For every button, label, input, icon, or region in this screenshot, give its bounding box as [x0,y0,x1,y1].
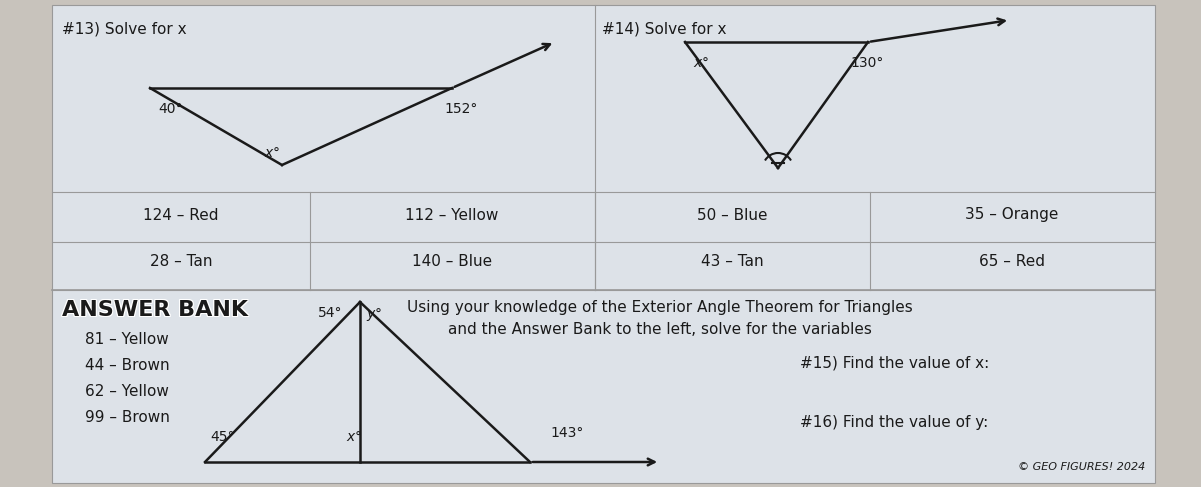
Text: #13) Solve for x: #13) Solve for x [62,22,186,37]
Text: #15) Find the value of x:: #15) Find the value of x: [800,355,990,370]
Text: $x°$: $x°$ [693,56,710,70]
Text: 50 – Blue: 50 – Blue [697,207,767,223]
Text: 62 – Yellow: 62 – Yellow [85,384,169,399]
Text: ANSWER BANK: ANSWER BANK [62,299,249,319]
Bar [52,290,1155,483]
Text: 28 – Tan: 28 – Tan [150,255,213,269]
Text: $x°$: $x°$ [264,146,280,160]
Text: ANSWER BANK: ANSWER BANK [62,301,249,321]
Text: 112 – Yellow: 112 – Yellow [405,207,498,223]
Text: 43 – Tan: 43 – Tan [700,255,764,269]
Text: ANSWER BANK: ANSWER BANK [62,300,247,320]
Text: Using your knowledge of the Exterior Angle Theorem for Triangles
and the Answer : Using your knowledge of the Exterior Ang… [407,300,913,337]
Text: 124 – Red: 124 – Red [143,207,219,223]
Text: 140 – Blue: 140 – Blue [412,255,492,269]
Text: 54°: 54° [318,306,342,320]
Text: 130°: 130° [850,56,884,70]
Text: $x°$: $x°$ [346,430,363,444]
Bar [52,5,1155,290]
Text: ANSWER BANK: ANSWER BANK [62,301,247,321]
Text: 81 – Yellow: 81 – Yellow [85,332,169,347]
Text: ANSWER BANK: ANSWER BANK [62,299,247,319]
Text: 44 – Brown: 44 – Brown [85,358,169,373]
Text: 99 – Brown: 99 – Brown [85,410,169,425]
Text: 143°: 143° [550,426,584,440]
Text: #16) Find the value of y:: #16) Find the value of y: [800,415,988,430]
Text: 40°: 40° [159,102,183,116]
Text: $y°$: $y°$ [366,306,382,323]
Text: ANSWER BANK: ANSWER BANK [62,300,249,320]
Text: 65 – Red: 65 – Red [979,255,1045,269]
Text: © GEO FIGURES! 2024: © GEO FIGURES! 2024 [1017,462,1145,472]
Text: #14) Solve for x: #14) Solve for x [602,22,727,37]
Text: ANSWER BANK: ANSWER BANK [61,301,247,321]
Text: 45°: 45° [210,430,234,444]
Text: ANSWER BANK: ANSWER BANK [61,300,247,320]
Text: ANSWER BANK: ANSWER BANK [61,299,247,319]
Text: 35 – Orange: 35 – Orange [966,207,1059,223]
Text: 152°: 152° [444,102,477,116]
